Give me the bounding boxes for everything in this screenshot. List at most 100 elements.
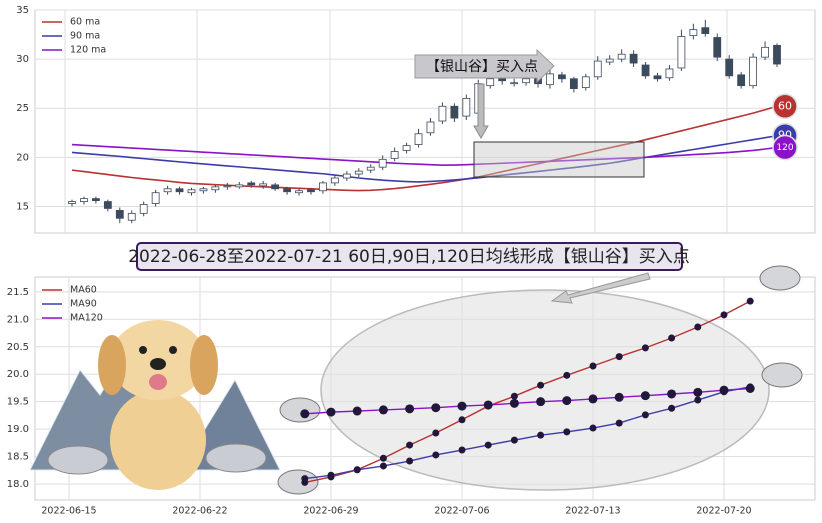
point xyxy=(510,392,518,400)
point xyxy=(563,371,571,379)
ingot xyxy=(279,397,321,423)
point xyxy=(509,398,519,408)
candle-body xyxy=(677,36,686,69)
point xyxy=(510,436,518,444)
ingot xyxy=(47,445,109,475)
candle-body xyxy=(307,189,315,193)
candle-body xyxy=(330,177,339,184)
candle-body xyxy=(151,192,160,204)
point xyxy=(562,396,572,406)
x-tick-label: 2022-06-22 xyxy=(172,506,227,517)
point xyxy=(719,385,729,395)
point xyxy=(746,297,754,305)
candle-body xyxy=(235,184,244,188)
x-tick-label: 2022-06-15 xyxy=(41,506,96,517)
point xyxy=(458,446,466,454)
down-arrow xyxy=(473,83,489,139)
candle-body xyxy=(247,182,256,186)
point xyxy=(483,400,493,410)
candle-body xyxy=(737,74,746,87)
point xyxy=(458,416,466,424)
point xyxy=(405,404,415,414)
point xyxy=(406,441,414,449)
dog-ear xyxy=(190,335,218,395)
y-tick-label: 19.5 xyxy=(7,397,29,408)
candle-body xyxy=(522,78,530,84)
candle-body xyxy=(761,46,769,58)
point xyxy=(614,392,624,402)
ma-line xyxy=(304,300,751,484)
point xyxy=(352,406,362,416)
point xyxy=(300,409,310,419)
signal-box xyxy=(473,141,645,178)
candle-body xyxy=(569,78,578,89)
point xyxy=(537,381,545,389)
y-tick-label: 20 xyxy=(16,152,29,163)
candle-body xyxy=(546,73,554,86)
candle-body xyxy=(127,212,136,221)
candle-body xyxy=(593,60,602,78)
legend-label: 60 ma xyxy=(70,17,100,28)
candle-body xyxy=(91,198,100,201)
point xyxy=(641,411,649,419)
y-tick-label: 25 xyxy=(16,103,29,114)
y-tick-label: 18.0 xyxy=(7,479,29,490)
x-tick-label: 2022-07-20 xyxy=(696,506,751,517)
candle-body xyxy=(773,44,781,65)
candle-body xyxy=(450,105,459,119)
y-tick-label: 21.5 xyxy=(7,287,29,298)
candle-body xyxy=(510,82,519,85)
point xyxy=(378,405,388,415)
point xyxy=(694,323,702,331)
candle-body xyxy=(68,201,76,204)
point xyxy=(667,389,677,399)
point xyxy=(589,362,597,370)
candle-body xyxy=(414,133,423,145)
point xyxy=(588,394,598,404)
candle-body xyxy=(402,145,411,151)
y-tick-label: 20.0 xyxy=(7,369,29,380)
x-tick-label: 2022-07-06 xyxy=(434,506,489,517)
candle-body xyxy=(665,68,674,79)
candle-body xyxy=(486,78,495,87)
ingot xyxy=(759,265,801,291)
point xyxy=(720,311,728,319)
point xyxy=(694,396,702,404)
point xyxy=(745,384,755,393)
y-tick-label: 35 xyxy=(16,5,29,16)
candle-body xyxy=(438,105,447,122)
dog-body xyxy=(110,390,206,490)
candle-body xyxy=(390,151,399,159)
point xyxy=(563,428,571,436)
point xyxy=(640,391,650,401)
candle-body xyxy=(283,188,291,193)
candle-body xyxy=(187,189,196,194)
candle-body xyxy=(641,64,650,77)
point xyxy=(615,419,623,427)
point xyxy=(301,475,309,483)
highlight xyxy=(320,289,770,491)
end-badge-label: 60 xyxy=(778,99,792,112)
point xyxy=(589,424,597,432)
point xyxy=(432,429,440,437)
dog-eye xyxy=(169,346,177,354)
point xyxy=(353,466,361,474)
point xyxy=(379,462,387,470)
point xyxy=(536,397,546,407)
candle-body xyxy=(199,188,208,192)
y-tick-label: 15 xyxy=(16,201,29,212)
banner-box xyxy=(136,242,683,271)
candle-body xyxy=(617,53,626,60)
candle-body xyxy=(342,173,351,179)
end-badge-label: 120 xyxy=(776,143,793,153)
ingot xyxy=(277,469,319,495)
point xyxy=(457,401,467,411)
end-badge xyxy=(772,93,798,120)
point xyxy=(641,344,649,352)
point xyxy=(431,403,441,413)
y-tick-label: 18.5 xyxy=(7,452,29,463)
candle-body xyxy=(378,158,387,168)
candle-body xyxy=(581,76,590,89)
ma-line xyxy=(71,143,778,167)
